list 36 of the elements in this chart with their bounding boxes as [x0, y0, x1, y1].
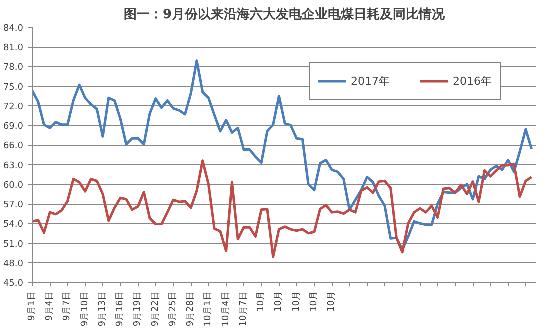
y-tick-label: 45.0 [3, 279, 24, 289]
x-tick-label: 10月1日 [204, 291, 214, 327]
y-tick-label: 54.0 [3, 220, 24, 230]
x-tick-label: 9月28日 [186, 291, 196, 327]
x-tick-label: 9月22日 [150, 291, 161, 327]
x-tick-label: 9月16日 [116, 291, 126, 327]
x-tick-label: 10月 [292, 292, 302, 312]
x-tick-label: 10月 [327, 292, 338, 312]
y-tick-label: 84.0 [3, 24, 24, 34]
line-series [32, 160, 534, 258]
x-tick-label: 9月25日 [168, 291, 178, 327]
x-tick-label: 9月13日 [98, 291, 108, 327]
y-tick-label: 63.0 [3, 161, 24, 172]
x-tick-label: 10月 [274, 292, 284, 312]
legend-label: 2017年 [351, 74, 390, 88]
x-tick-label: 9月1日 [28, 292, 38, 321]
y-tick-label: 57.0 [3, 200, 24, 211]
x-tick-label: 10月 [309, 292, 320, 312]
x-tick-label: 10月7日 [238, 291, 249, 327]
y-tick-label: 75.0 [3, 82, 24, 93]
legend-label: 2016年 [453, 74, 492, 88]
x-tick-label: 10月 [256, 292, 267, 312]
y-tick-label: 81.0 [3, 44, 24, 54]
x-tick-label: 9月10日 [80, 291, 90, 327]
y-tick-label: 78.0 [3, 63, 24, 74]
y-tick-label: 72.0 [3, 102, 24, 112]
x-tick-label: 9月19日 [133, 291, 144, 327]
y-tick-label: 69.0 [3, 122, 24, 132]
y-tick-label: 66.0 [3, 142, 24, 152]
chart-title: 图一：9月份以来沿海六大发电企业电煤日耗及同比情况 [124, 6, 446, 22]
y-tick-label: 51.0 [3, 240, 24, 250]
x-tick-label: 9月4日 [45, 292, 56, 321]
y-tick-label: 60.0 [3, 180, 24, 191]
y-tick-label: 48.0 [3, 259, 24, 270]
x-tick-label: 10月4日 [221, 291, 232, 327]
x-tick-label: 9月7日 [62, 292, 73, 321]
